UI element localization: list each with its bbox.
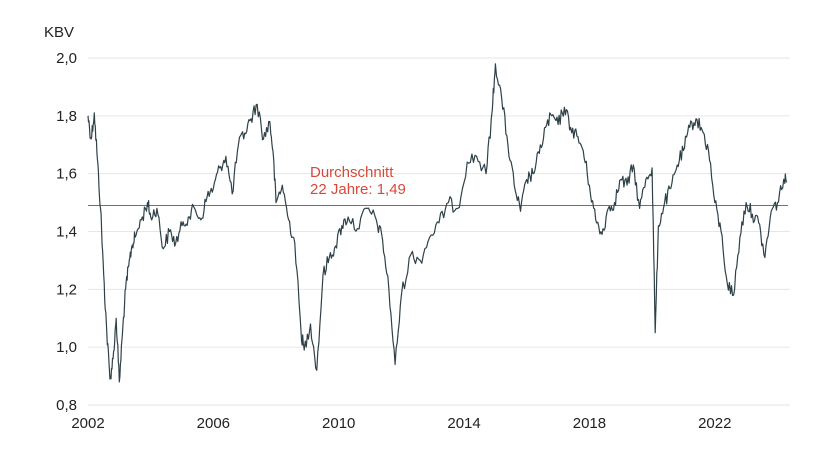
y-tick-label: 1,4 bbox=[56, 224, 77, 241]
y-tick-label: 1,0 bbox=[56, 339, 77, 356]
x-tick-label: 2014 bbox=[447, 415, 480, 432]
y-tick-label: 1,2 bbox=[56, 281, 77, 298]
grid-lines bbox=[88, 57, 790, 406]
y-tick-label: 2,0 bbox=[56, 50, 77, 67]
x-tick-label: 2010 bbox=[322, 415, 355, 432]
average-label-line2: 22 Jahre: 1,49 bbox=[310, 181, 406, 198]
x-tick-label: 2018 bbox=[573, 415, 606, 432]
average-label-line1: Durchschnitt bbox=[310, 164, 394, 181]
x-tick-label: 2002 bbox=[71, 415, 104, 432]
x-tick-label: 2006 bbox=[197, 415, 230, 432]
kbv-series-line bbox=[87, 63, 788, 383]
y-axis-label: KBV bbox=[44, 24, 74, 41]
y-tick-label: 1,6 bbox=[56, 166, 77, 183]
x-tick-label: 2022 bbox=[698, 415, 731, 432]
y-tick-label: 1,8 bbox=[56, 108, 77, 125]
y-tick-label: 0,8 bbox=[56, 397, 77, 414]
